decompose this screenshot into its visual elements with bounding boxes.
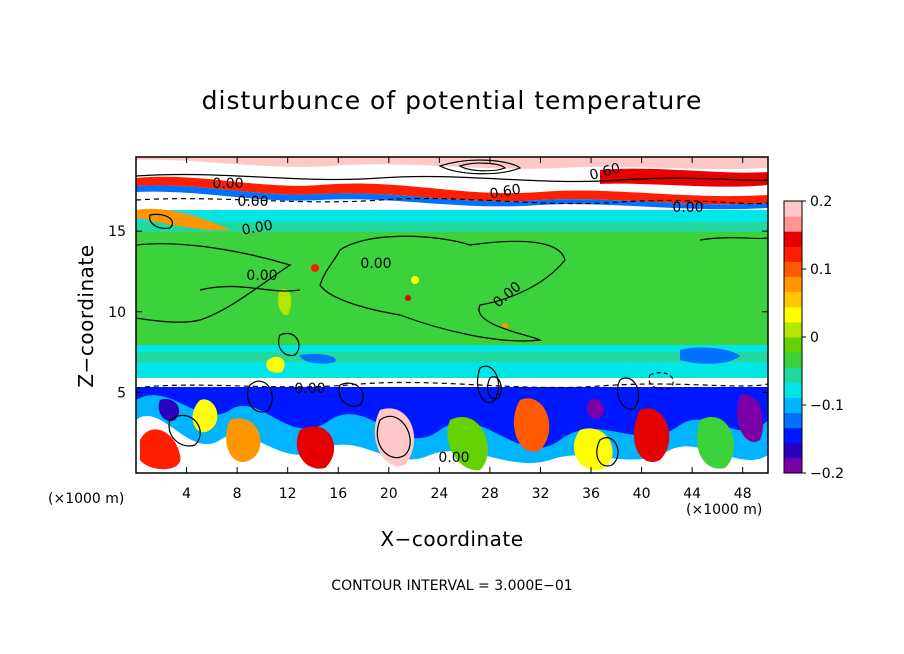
contour-0 — [319, 235, 566, 342]
x-axis-label: X−coordinate — [380, 527, 524, 551]
colorbar-swatch — [784, 216, 802, 232]
contour-interval-text: CONTOUR INTERVAL = 3.000E−01 — [331, 578, 573, 594]
colorbar-swatch — [784, 201, 802, 217]
contour-labels: 0.00 0.00 0.00 0.00 0.00 0.00 0.60 0.60 0.00 0.00… — [212, 160, 703, 466]
x-tick-label: 8 — [233, 486, 242, 502]
contour-label: 0.00 — [438, 450, 469, 466]
x-tick-label: 4 — [182, 486, 191, 502]
colorbar-swatch — [784, 367, 802, 383]
contour-dashed-low — [136, 381, 768, 389]
contour-label: 0.00 — [294, 381, 325, 397]
colorbar-tick-label: 0.2 — [810, 194, 832, 210]
x-tick-label: 20 — [380, 486, 398, 502]
contour-label: 0.00 — [241, 217, 274, 238]
x-unit-left: (×1000 m) — [48, 491, 125, 507]
x-tick-label: 24 — [430, 486, 448, 502]
colorbar-swatch — [784, 337, 802, 353]
heatmap-field — [136, 157, 768, 473]
colorbar-swatch — [784, 382, 802, 398]
colorbar-swatch — [784, 352, 802, 368]
x-tick-label: 32 — [532, 486, 550, 502]
y-axis-ticks: 5 10 15 — [108, 224, 768, 401]
colorbar-tick-label: 0.1 — [810, 262, 832, 278]
chart-title: disturbunce of potential temperature — [201, 86, 703, 115]
x-tick-label: 36 — [582, 486, 600, 502]
colorbar-tick-label: 0 — [810, 330, 819, 346]
contour-upper — [136, 173, 768, 183]
x-tick-label: 16 — [329, 486, 347, 502]
colorbar-swatch — [784, 321, 802, 338]
plot-frame — [135, 156, 769, 474]
colorbar-swatch — [784, 442, 802, 459]
x-tick-label: 40 — [633, 486, 651, 502]
colorbar-swatch — [784, 457, 802, 474]
x-unit-right: (×1000 m) — [686, 502, 763, 518]
contour-2 — [699, 237, 768, 241]
contour-label: 0.00 — [672, 200, 703, 216]
colorbar-swatch — [784, 231, 802, 247]
contour-cell — [438, 159, 522, 175]
colorbar-swatch — [784, 261, 802, 278]
colorbar-swatch — [784, 291, 802, 308]
contour-label: 0.00 — [237, 194, 268, 210]
y-tick-label: 5 — [117, 385, 126, 401]
colorbar-swatch — [784, 397, 802, 414]
contour-label: 0.60 — [489, 181, 522, 202]
contour-label: 0.00 — [246, 268, 277, 284]
colorbar: 0.2 0.1 0 −0.1 −0.2 — [783, 194, 844, 482]
contour-lines — [136, 159, 768, 467]
colorbar-tick-label: −0.2 — [810, 466, 844, 482]
contour-label: 0.60 — [588, 160, 622, 184]
colorbar-swatch — [784, 276, 802, 293]
x-axis-ticks: 4 8 12 16 20 24 28 32 36 40 44 48 — [182, 157, 752, 502]
white-band-low — [136, 378, 768, 387]
contour-label: 0.00 — [360, 256, 391, 272]
x-tick-label: 48 — [734, 486, 752, 502]
cyan-band-high — [136, 210, 768, 222]
y-tick-label: 15 — [108, 224, 126, 240]
x-tick-label: 28 — [481, 486, 499, 502]
colorbar-tick-label: −0.1 — [810, 398, 844, 414]
contour-1 — [136, 243, 292, 323]
x-tick-label: 12 — [279, 486, 297, 502]
lower-layer — [136, 385, 768, 473]
contour-label: 0.00 — [212, 176, 243, 192]
colorbar-swatch — [784, 306, 802, 323]
y-tick-label: 10 — [108, 305, 126, 321]
colorbar-swatch — [784, 246, 802, 262]
colorbar-swatch — [784, 412, 802, 429]
x-tick-label: 44 — [683, 486, 701, 502]
colorbar-swatch — [784, 427, 802, 444]
y-axis-label: Z−coordinate — [74, 244, 98, 388]
